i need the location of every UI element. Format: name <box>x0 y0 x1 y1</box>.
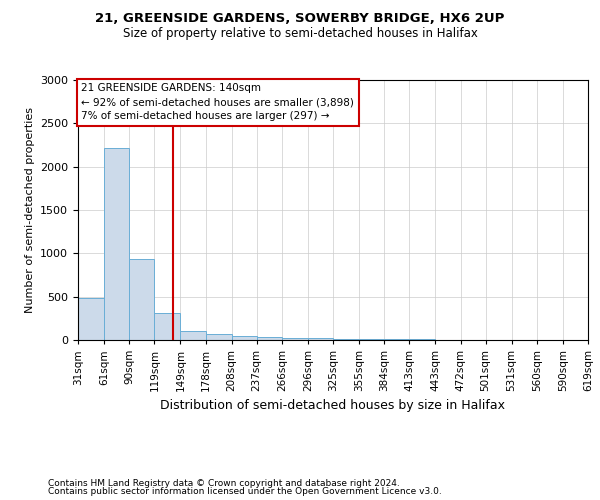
Bar <box>232 336 257 340</box>
Bar <box>205 334 232 340</box>
Bar <box>257 338 282 340</box>
Y-axis label: Number of semi-detached properties: Number of semi-detached properties <box>25 107 35 313</box>
Text: Size of property relative to semi-detached houses in Halifax: Size of property relative to semi-detach… <box>122 28 478 40</box>
Bar <box>181 332 205 340</box>
Bar <box>282 338 308 340</box>
Bar <box>154 313 181 340</box>
Bar <box>333 338 359 340</box>
Bar <box>359 339 384 340</box>
Text: 21, GREENSIDE GARDENS, SOWERBY BRIDGE, HX6 2UP: 21, GREENSIDE GARDENS, SOWERBY BRIDGE, H… <box>95 12 505 26</box>
Bar <box>104 148 129 340</box>
X-axis label: Distribution of semi-detached houses by size in Halifax: Distribution of semi-detached houses by … <box>161 400 505 412</box>
Text: 21 GREENSIDE GARDENS: 140sqm
← 92% of semi-detached houses are smaller (3,898)
7: 21 GREENSIDE GARDENS: 140sqm ← 92% of se… <box>82 84 355 122</box>
Text: Contains HM Land Registry data © Crown copyright and database right 2024.: Contains HM Land Registry data © Crown c… <box>48 478 400 488</box>
Bar <box>308 338 333 340</box>
Text: Contains public sector information licensed under the Open Government Licence v3: Contains public sector information licen… <box>48 487 442 496</box>
Bar <box>78 298 104 340</box>
Bar <box>129 258 154 340</box>
